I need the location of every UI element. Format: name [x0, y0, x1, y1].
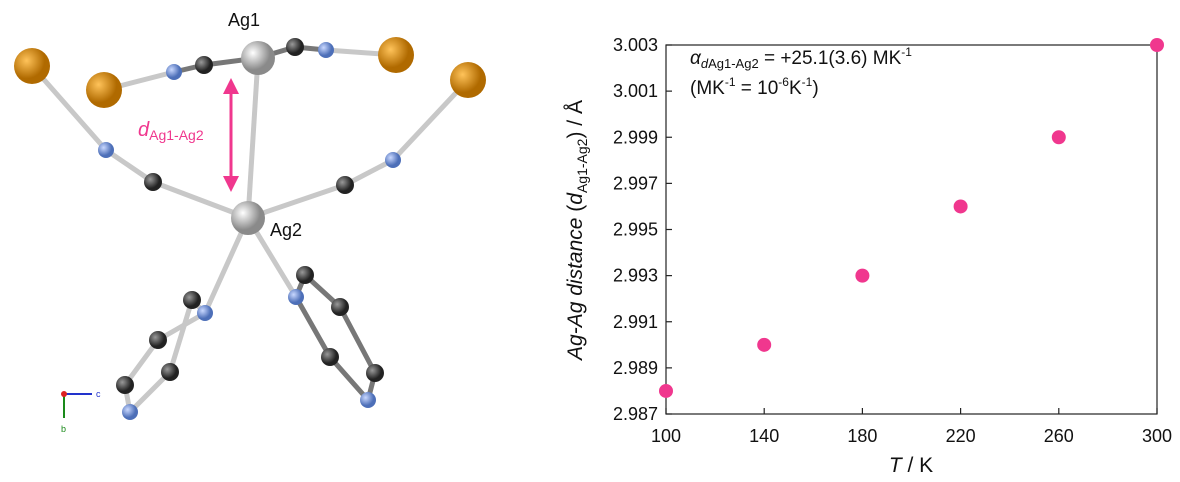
data-point: [1150, 38, 1164, 52]
data-point: [954, 199, 968, 213]
y-tick-label: 3.001: [613, 81, 658, 101]
figure: Ag1 Ag2 dAg1-Ag2 c b αdAg1-Ag2 = +25.1(3…: [0, 0, 1180, 482]
y-tick-label: 2.999: [613, 127, 658, 147]
y-tick-label: 2.989: [613, 358, 658, 378]
y-tick-label: 2.987: [613, 404, 658, 424]
data-point: [659, 384, 673, 398]
axis-indicator-label: b: [61, 424, 66, 434]
y-axis-label-part: Ag1-Ag2: [574, 138, 590, 193]
axis-indicator-label: c: [96, 389, 101, 399]
x-axis-label: T / K: [889, 454, 933, 477]
atom-label: Ag1: [228, 10, 260, 30]
y-axis-label-part: ) / Å: [564, 100, 587, 139]
y-tick-label: 2.995: [613, 220, 658, 240]
annotation-part: = 10: [736, 78, 779, 99]
x-tick-label: 180: [847, 426, 877, 446]
y-tick-label: 3.003: [613, 35, 658, 55]
x-tick-label: 100: [651, 426, 681, 446]
y-tick-label: 2.993: [613, 266, 658, 286]
y-tick-label: 2.997: [613, 173, 658, 193]
annotation-part: Ag1-Ag2: [708, 56, 759, 71]
x-tick-label: 300: [1142, 426, 1172, 446]
x-tick-label: 220: [946, 426, 976, 446]
distance-subscript: Ag1-Ag2: [149, 127, 204, 143]
chart: αdAg1-Ag2 = +25.1(3.6) MK-1 (MK-1 = 10-6…: [564, 35, 1172, 477]
distance-label: dAg1-Ag2: [138, 119, 204, 143]
annotation-part: -1: [901, 45, 912, 59]
annotation-part: (MK: [690, 78, 725, 99]
data-point: [757, 338, 771, 352]
annotation: αdAg1-Ag2 = +25.1(3.6) MK-1: [690, 45, 912, 71]
data-point: [1052, 130, 1066, 144]
y-axis-label-part: Ag-Ag distance: [564, 218, 587, 362]
atom-label: Ag2: [270, 220, 302, 240]
annotation: (MK-1 = 10-6K-1): [690, 75, 819, 99]
plot-frame: [666, 45, 1157, 414]
annotation-part: = +25.1(3.6) MK: [759, 48, 902, 69]
annotation-part: -1: [802, 75, 813, 89]
distance-arrow: [223, 78, 239, 192]
annotation-part: ): [812, 78, 818, 99]
y-axis-label: Ag-Ag distance (dAg1-Ag2) / Å: [564, 100, 590, 362]
annotation-part: -1: [725, 75, 736, 89]
y-axis-label-part: (: [564, 205, 587, 218]
axis-indicator: c b: [61, 389, 101, 434]
annotation-part: -6: [778, 75, 789, 89]
atoms: [14, 37, 486, 420]
x-tick-label: 140: [749, 426, 779, 446]
annotation-part: K: [789, 78, 802, 99]
data-point: [855, 269, 869, 283]
y-tick-label: 2.991: [613, 312, 658, 332]
x-axis-label-part: / K: [902, 454, 934, 477]
x-tick-label: 260: [1044, 426, 1074, 446]
molecule: Ag1 Ag2 dAg1-Ag2 c b: [14, 10, 486, 434]
